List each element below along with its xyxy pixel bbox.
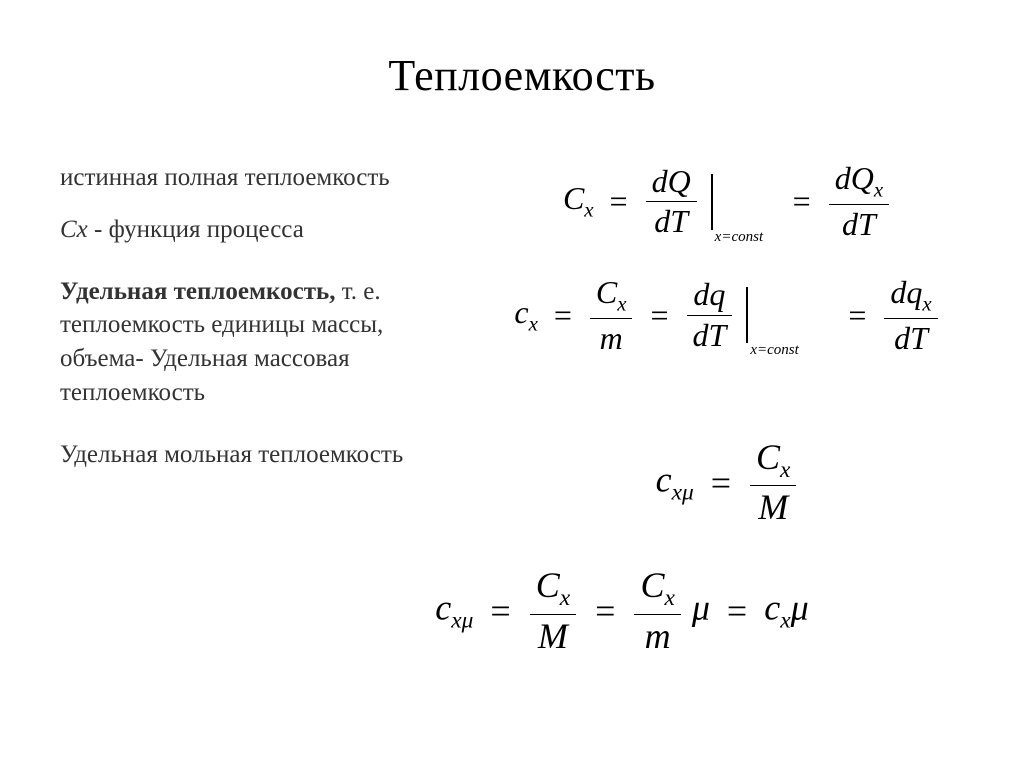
- formula1-wrap: Cx = dQ dT x=const = dQx dT: [470, 161, 984, 242]
- f3-num-sub: x: [780, 457, 790, 483]
- f4-frac1-num-base: C: [536, 565, 560, 605]
- f2-bar-sub: x=const: [750, 342, 798, 359]
- f3-den: M: [758, 487, 788, 527]
- row-molar-expand: cxμ = Cx M = Cx m μ = cxμ: [60, 566, 984, 657]
- f3-frac: Cx M: [750, 438, 796, 529]
- eq-icon: =: [848, 297, 866, 333]
- f2-frac2-num-sub: x: [922, 292, 931, 315]
- eq-icon: =: [595, 591, 615, 631]
- f2-frac0-num-base: C: [596, 274, 617, 310]
- f2-frac2: dqx dT: [884, 275, 937, 356]
- f3-num-base: C: [756, 437, 780, 477]
- f2-frac2-den: dT: [894, 320, 928, 356]
- text-molar: Удельная мольная теплоемкость: [60, 438, 450, 472]
- eq-icon: =: [650, 297, 668, 333]
- f1-frac2-num-sub: x: [874, 178, 883, 201]
- f1-frac1-num: dQ: [652, 163, 691, 199]
- label-cx: Cx: [60, 216, 88, 243]
- f1-lhs-sub: x: [584, 198, 593, 221]
- row-specific: Удельная теплоемкость, т. е. теплоемкост…: [60, 275, 984, 410]
- f4-rhs-mu: μ: [791, 588, 809, 628]
- formula1: Cx = dQ dT x=const = dQx dT: [563, 161, 891, 242]
- f4-lhs-base: c: [435, 588, 451, 628]
- label-line1: истинная полная теплоемкость: [60, 164, 390, 191]
- row-true-total: истинная полная теплоемкость Cx - функци…: [60, 161, 984, 247]
- content-area: истинная полная теплоемкость Cx - функци…: [60, 161, 984, 657]
- formula3-wrap: cxμ = Cx M: [470, 438, 984, 529]
- eq-icon: =: [711, 463, 731, 503]
- f1-bar-icon: x=const: [711, 174, 713, 230]
- f4-lhs-sub: xμ: [451, 608, 473, 634]
- f2-lhs-base: c: [514, 294, 528, 330]
- f4-frac2-num-base: C: [640, 565, 664, 605]
- f2-frac1: dq dT: [687, 277, 733, 352]
- f2-frac1-num: dq: [693, 276, 725, 312]
- formula3: cxμ = Cx M: [656, 438, 799, 529]
- f4-mu: μ: [692, 588, 710, 628]
- text-true-total: истинная полная теплоемкость Cx - функци…: [60, 161, 450, 247]
- f3-lhs-base: c: [656, 459, 672, 499]
- f4-frac2: Cx m: [634, 566, 680, 657]
- f4-frac1: Cx M: [530, 566, 576, 657]
- eq-icon: =: [727, 591, 747, 631]
- f4-frac1-num-sub: x: [560, 585, 570, 611]
- f2-lhs-sub: x: [529, 312, 538, 335]
- formula2: cx = Cx m = dq dT x=const =: [514, 275, 939, 356]
- f2-frac0: Cx m: [590, 275, 633, 356]
- eq-icon: =: [610, 183, 628, 219]
- f2-frac0-num-sub: x: [617, 292, 626, 315]
- f4-frac1-den: M: [538, 616, 568, 656]
- formula2-wrap: cx = Cx m = dq dT x=const =: [470, 275, 984, 356]
- f1-bar-sub: x=const: [715, 229, 763, 246]
- text-specific: Удельная теплоемкость, т. е. теплоемкост…: [60, 275, 450, 410]
- f2-frac0-den: m: [600, 320, 623, 356]
- row-molar: Удельная мольная теплоемкость cxμ = Cx M: [60, 438, 984, 529]
- label-line2b: - функция процесса: [88, 216, 304, 243]
- eq-icon: =: [490, 591, 510, 631]
- f4-rhs-base: c: [764, 588, 780, 628]
- slide-title: Теплоемкость: [60, 50, 984, 101]
- f4-frac2-den: m: [645, 616, 671, 656]
- f1-lhs-base: C: [563, 180, 584, 216]
- formula4: cxμ = Cx M = Cx m μ = cxμ: [435, 566, 808, 657]
- f2-frac1-den: dT: [693, 317, 727, 353]
- label-line4: Удельная мольная теплоемкость: [60, 441, 403, 468]
- f2-bar-icon: x=const: [746, 287, 748, 343]
- f2-frac2-num-pre: dq: [890, 274, 922, 310]
- f4-frac2-num-sub: x: [664, 585, 674, 611]
- slide: Теплоемкость истинная полная теплоемкост…: [0, 0, 1024, 767]
- f1-frac2-den: dT: [842, 206, 876, 242]
- f1-frac1: dQ dT: [646, 164, 697, 239]
- f1-frac1-den: dT: [654, 203, 688, 239]
- label-line3a: Удельная теплоемкость,: [60, 278, 335, 305]
- f1-frac2-num-pre: dQ: [835, 160, 874, 196]
- f3-lhs-sub: xμ: [672, 479, 694, 505]
- eq-icon: =: [554, 297, 572, 333]
- f4-rhs-sub: x: [780, 608, 790, 634]
- f1-frac2: dQx dT: [829, 161, 889, 242]
- eq-icon: =: [793, 183, 811, 219]
